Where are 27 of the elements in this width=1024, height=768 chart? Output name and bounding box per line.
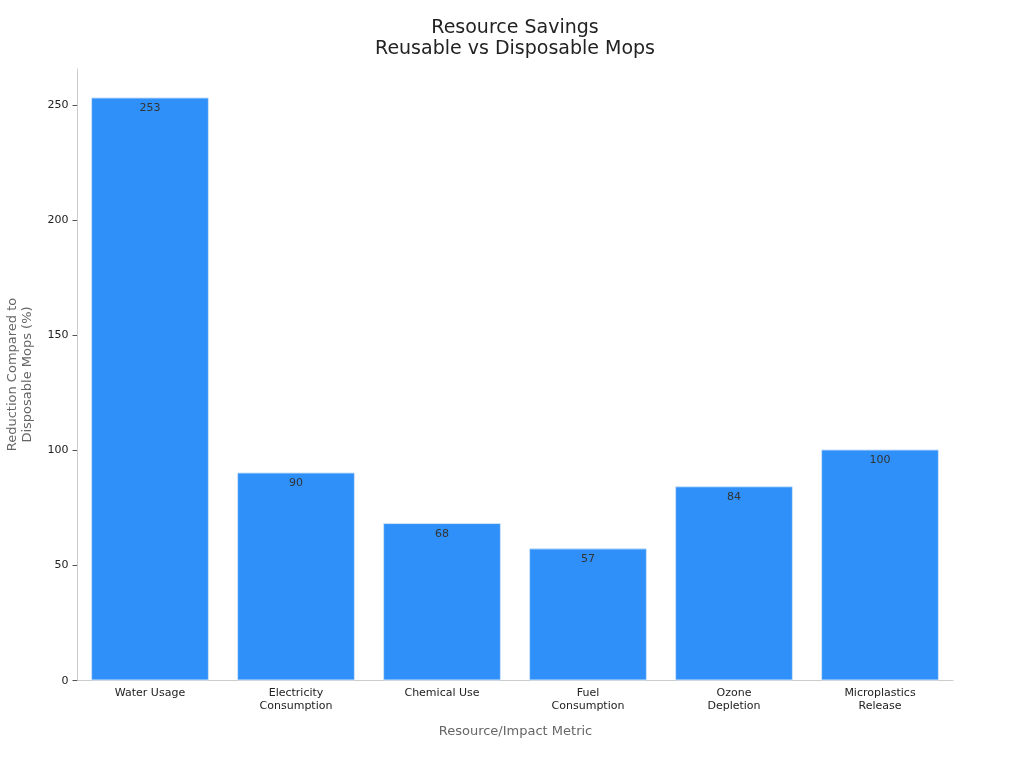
- data-label: 253: [139, 100, 161, 114]
- y-tick-label: 200: [47, 213, 69, 227]
- y-tick-label: 100: [47, 443, 69, 457]
- x-tick-label: Fuel Consumption: [551, 685, 625, 712]
- data-label: 84: [727, 489, 741, 503]
- y-axis-title: Reduction Compared to Disposable Mops (%): [3, 297, 34, 452]
- bar: [383, 523, 501, 681]
- y-tick-label: 50: [54, 558, 69, 572]
- bar: [675, 486, 793, 681]
- x-axis-title: Resource/Impact Metric: [438, 722, 593, 738]
- y-tick-label: 150: [47, 328, 69, 342]
- x-tick-label: Water Usage: [114, 685, 186, 699]
- x-tick-label: Ozone Depletion: [707, 685, 761, 712]
- data-label: 100: [869, 452, 891, 466]
- bar: [529, 548, 647, 681]
- data-label: 57: [581, 551, 595, 565]
- bar: [91, 97, 209, 681]
- x-tick-label: Chemical Use: [404, 685, 480, 699]
- bar: [237, 472, 355, 681]
- y-tick-label: 0: [61, 673, 69, 687]
- data-label: 90: [289, 475, 303, 489]
- y-tick-label: 250: [47, 98, 69, 112]
- x-tick-label: Electricity Consumption: [259, 685, 333, 712]
- chart-title: Resource Savings Reusable vs Disposable Mops: [375, 15, 655, 58]
- bar: [821, 449, 939, 681]
- x-tick-label: Microplastics Release: [844, 685, 916, 712]
- data-label: 68: [435, 526, 449, 540]
